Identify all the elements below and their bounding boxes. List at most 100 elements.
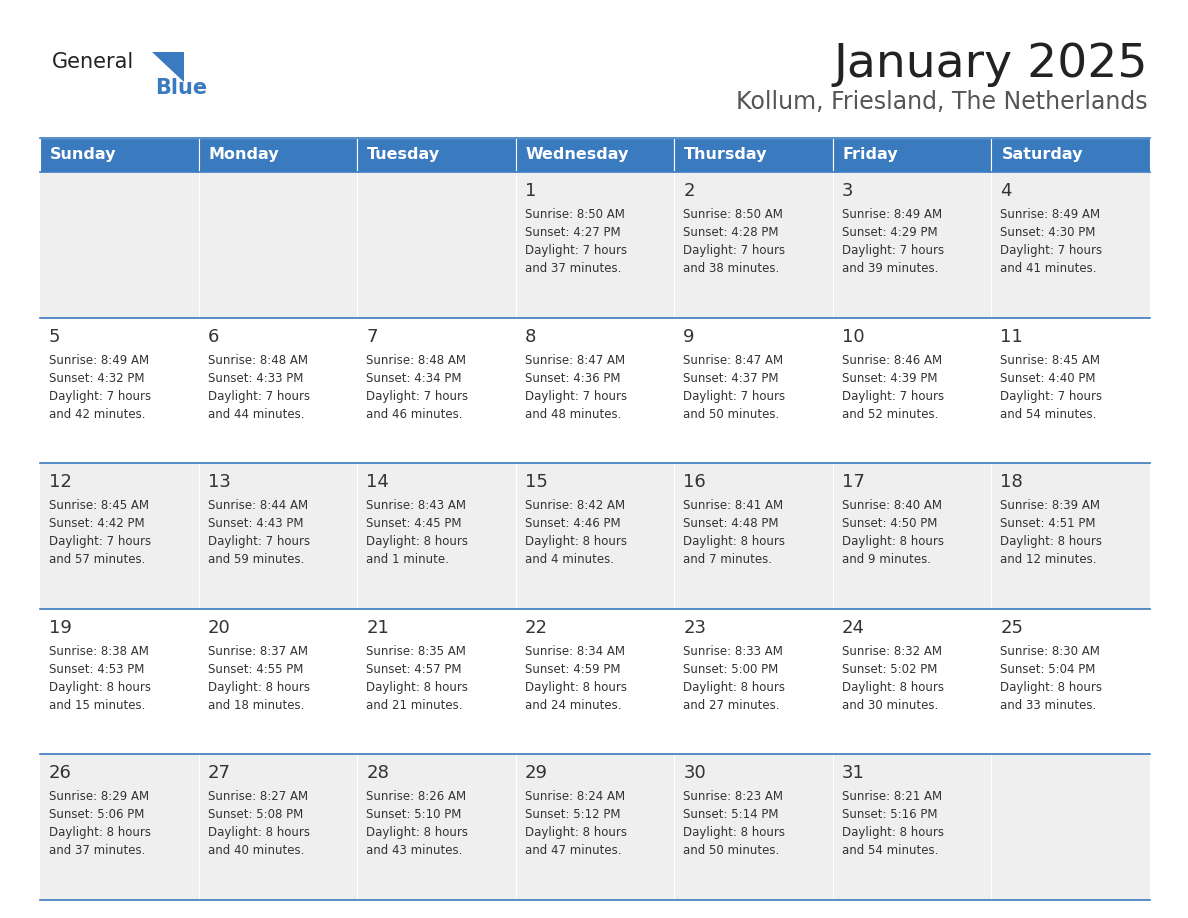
Text: and 41 minutes.: and 41 minutes. [1000,262,1097,275]
Text: Sunrise: 8:38 AM: Sunrise: 8:38 AM [49,644,148,658]
Text: Sunrise: 8:50 AM: Sunrise: 8:50 AM [683,208,783,221]
Text: Sunrise: 8:21 AM: Sunrise: 8:21 AM [842,790,942,803]
Text: and 57 minutes.: and 57 minutes. [49,554,145,566]
Text: Daylight: 8 hours: Daylight: 8 hours [366,681,468,694]
Text: and 12 minutes.: and 12 minutes. [1000,554,1097,566]
Text: Sunset: 4:32 PM: Sunset: 4:32 PM [49,372,145,385]
Text: and 30 minutes.: and 30 minutes. [842,699,939,711]
Text: Monday: Monday [209,148,279,162]
Text: Sunrise: 8:23 AM: Sunrise: 8:23 AM [683,790,783,803]
Text: Daylight: 7 hours: Daylight: 7 hours [49,389,151,403]
Text: Sunset: 5:14 PM: Sunset: 5:14 PM [683,809,779,822]
Text: 29: 29 [525,765,548,782]
Text: Sunrise: 8:45 AM: Sunrise: 8:45 AM [49,499,148,512]
Text: Tuesday: Tuesday [367,148,441,162]
Text: Sunset: 5:10 PM: Sunset: 5:10 PM [366,809,461,822]
Bar [992,138,1150,172]
Text: and 4 minutes.: and 4 minutes. [525,554,614,566]
Text: Daylight: 7 hours: Daylight: 7 hours [366,389,468,403]
Text: Sunset: 4:42 PM: Sunset: 4:42 PM [49,517,145,531]
Text: Sunrise: 8:40 AM: Sunrise: 8:40 AM [842,499,942,512]
Text: 18: 18 [1000,473,1023,491]
Text: 2: 2 [683,182,695,200]
Text: 26: 26 [49,765,72,782]
Text: 20: 20 [208,619,230,637]
Text: January 2025: January 2025 [834,42,1148,87]
Text: 10: 10 [842,328,865,345]
Text: Sunset: 4:57 PM: Sunset: 4:57 PM [366,663,462,676]
Text: Sunset: 4:55 PM: Sunset: 4:55 PM [208,663,303,676]
Text: Sunrise: 8:42 AM: Sunrise: 8:42 AM [525,499,625,512]
Bar [40,755,1150,900]
Text: Sunset: 4:37 PM: Sunset: 4:37 PM [683,372,779,385]
Text: Sunset: 4:46 PM: Sunset: 4:46 PM [525,517,620,531]
Text: Sunrise: 8:46 AM: Sunrise: 8:46 AM [842,353,942,366]
Text: Blue: Blue [154,78,207,98]
Text: Sunset: 5:16 PM: Sunset: 5:16 PM [842,809,937,822]
Text: Sunset: 5:04 PM: Sunset: 5:04 PM [1000,663,1095,676]
Text: Daylight: 8 hours: Daylight: 8 hours [366,826,468,839]
Text: Daylight: 8 hours: Daylight: 8 hours [1000,681,1102,694]
Text: Sunset: 4:45 PM: Sunset: 4:45 PM [366,517,462,531]
Text: 4: 4 [1000,182,1012,200]
Text: 11: 11 [1000,328,1023,345]
Bar [40,609,1150,755]
Text: 12: 12 [49,473,72,491]
Text: Sunset: 5:02 PM: Sunset: 5:02 PM [842,663,937,676]
Text: Thursday: Thursday [684,148,767,162]
Text: Sunset: 4:48 PM: Sunset: 4:48 PM [683,517,779,531]
Text: Daylight: 8 hours: Daylight: 8 hours [49,681,151,694]
Text: Sunrise: 8:48 AM: Sunrise: 8:48 AM [366,353,466,366]
Text: Sunrise: 8:27 AM: Sunrise: 8:27 AM [208,790,308,803]
Text: Sunrise: 8:29 AM: Sunrise: 8:29 AM [49,790,150,803]
Bar [40,464,1150,609]
Text: 7: 7 [366,328,378,345]
Text: Daylight: 7 hours: Daylight: 7 hours [525,389,627,403]
Text: 22: 22 [525,619,548,637]
Text: Sunset: 4:59 PM: Sunset: 4:59 PM [525,663,620,676]
Text: Saturday: Saturday [1001,148,1083,162]
Text: Sunrise: 8:49 AM: Sunrise: 8:49 AM [49,353,150,366]
Text: Sunset: 4:30 PM: Sunset: 4:30 PM [1000,226,1095,239]
Text: Daylight: 8 hours: Daylight: 8 hours [49,826,151,839]
Text: Sunrise: 8:30 AM: Sunrise: 8:30 AM [1000,644,1100,658]
Text: Sunset: 4:29 PM: Sunset: 4:29 PM [842,226,937,239]
Text: and 48 minutes.: and 48 minutes. [525,408,621,420]
Text: Daylight: 7 hours: Daylight: 7 hours [208,535,310,548]
Text: Sunrise: 8:35 AM: Sunrise: 8:35 AM [366,644,466,658]
Text: and 24 minutes.: and 24 minutes. [525,699,621,711]
Bar [40,172,1150,318]
Text: Sunrise: 8:47 AM: Sunrise: 8:47 AM [683,353,783,366]
Text: Sunset: 4:36 PM: Sunset: 4:36 PM [525,372,620,385]
Text: General: General [52,52,134,72]
Text: Sunrise: 8:39 AM: Sunrise: 8:39 AM [1000,499,1100,512]
Text: and 15 minutes.: and 15 minutes. [49,699,145,711]
Text: Daylight: 7 hours: Daylight: 7 hours [683,389,785,403]
Text: 25: 25 [1000,619,1023,637]
Text: 13: 13 [208,473,230,491]
Bar [358,138,516,172]
Text: and 42 minutes.: and 42 minutes. [49,408,145,420]
Text: and 59 minutes.: and 59 minutes. [208,554,304,566]
Text: Sunrise: 8:45 AM: Sunrise: 8:45 AM [1000,353,1100,366]
Text: and 33 minutes.: and 33 minutes. [1000,699,1097,711]
Bar [40,318,1150,464]
Text: Daylight: 8 hours: Daylight: 8 hours [683,535,785,548]
Text: Sunrise: 8:37 AM: Sunrise: 8:37 AM [208,644,308,658]
Text: 30: 30 [683,765,706,782]
Bar [516,138,675,172]
Text: Daylight: 7 hours: Daylight: 7 hours [49,535,151,548]
Text: Friday: Friday [842,148,898,162]
Text: Sunset: 4:33 PM: Sunset: 4:33 PM [208,372,303,385]
Text: Sunrise: 8:34 AM: Sunrise: 8:34 AM [525,644,625,658]
Text: Sunrise: 8:41 AM: Sunrise: 8:41 AM [683,499,783,512]
Text: Sunset: 4:53 PM: Sunset: 4:53 PM [49,663,145,676]
Text: Sunset: 4:27 PM: Sunset: 4:27 PM [525,226,620,239]
Text: and 21 minutes.: and 21 minutes. [366,699,462,711]
Text: and 40 minutes.: and 40 minutes. [208,845,304,857]
Text: 9: 9 [683,328,695,345]
Text: Daylight: 8 hours: Daylight: 8 hours [208,681,310,694]
Text: Kollum, Friesland, The Netherlands: Kollum, Friesland, The Netherlands [737,90,1148,114]
Text: 5: 5 [49,328,61,345]
Text: 6: 6 [208,328,219,345]
